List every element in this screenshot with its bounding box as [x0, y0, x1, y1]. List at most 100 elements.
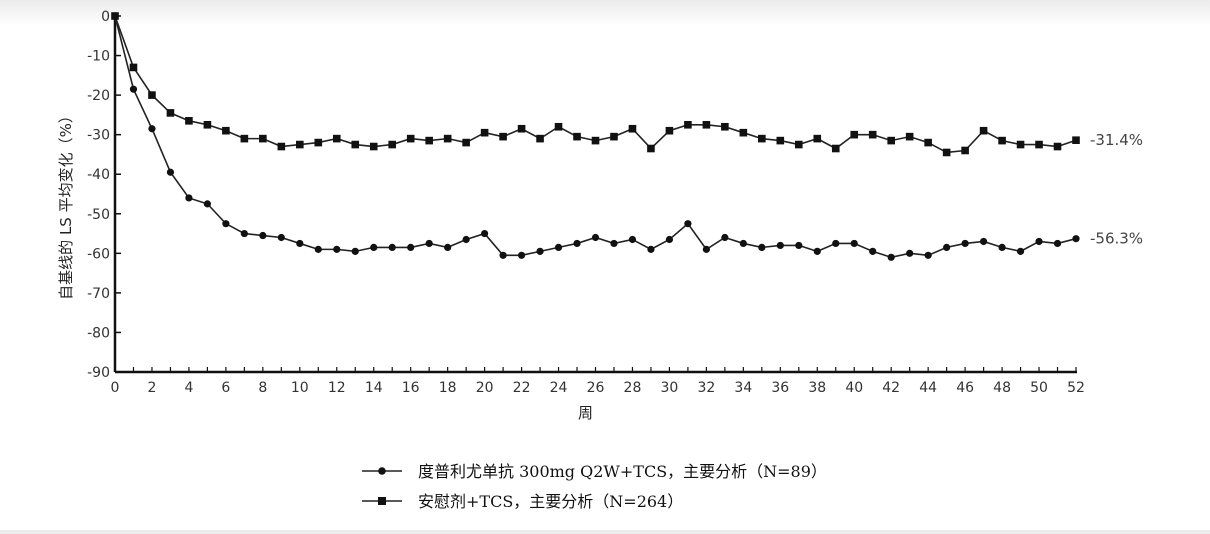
data-point: [203, 120, 212, 129]
end-value-label: -56.3%: [1090, 230, 1143, 248]
data-point: [443, 134, 452, 143]
data-point: [832, 239, 840, 248]
labels-layer: 周 自基线的 LS 平均变化（%） -56.3% -31.4%: [57, 108, 1143, 422]
y-tick-label: -70: [87, 286, 110, 302]
y-tick-label: -50: [87, 207, 110, 223]
data-point: [166, 109, 175, 117]
series-1: [111, 12, 1080, 261]
data-point: [998, 243, 1006, 251]
data-point: [998, 136, 1006, 145]
x-tick-label: 6: [221, 380, 230, 396]
data-point: [148, 91, 156, 99]
x-axis-title: 周: [578, 404, 593, 422]
data-point: [776, 136, 785, 145]
legend-item-1: 度普利尤单抗 300mg Q2W+TCS，主要分析（N=89）: [362, 462, 827, 481]
x-tick-label: 40: [845, 380, 863, 396]
data-point: [979, 126, 988, 135]
data-point: [1016, 140, 1025, 149]
x-tick-label: 34: [734, 380, 752, 396]
data-point: [905, 132, 914, 141]
data-point: [333, 245, 341, 253]
data-point: [906, 249, 914, 257]
data-point: [924, 138, 932, 147]
series-2: [111, 12, 1080, 157]
legend-item-2: 安慰剂+TCS，主要分析（N=264）: [362, 492, 683, 511]
y-axis-title: 自基线的 LS 平均变化（%）: [57, 108, 75, 300]
data-point: [517, 124, 526, 133]
x-tick-label: 32: [697, 380, 715, 396]
x-tick-label: 2: [148, 380, 157, 396]
data-point: [370, 243, 378, 251]
data-point: [296, 239, 304, 248]
data-point: [407, 243, 415, 251]
x-tick-label: 30: [661, 380, 679, 396]
data-point: [351, 247, 359, 255]
data-point: [388, 140, 397, 149]
data-point: [869, 247, 877, 255]
data-point: [942, 148, 951, 157]
series-line: [114, 15, 1077, 154]
data-point: [794, 140, 803, 149]
data-point: [1035, 140, 1043, 149]
x-tick-label: 52: [1067, 380, 1085, 396]
data-point: [1035, 237, 1043, 246]
axes: 0-10-20-30-40-50-60-70-80-900 2 4 6 8 10 12 14 1…: [87, 9, 1085, 396]
data-point: [591, 136, 600, 145]
data-point: [684, 120, 692, 129]
data-point: [943, 243, 951, 251]
data-point: [1072, 235, 1080, 243]
legend-square-marker: [378, 497, 386, 505]
data-point: [739, 239, 747, 248]
legend-label: 度普利尤单抗 300mg Q2W+TCS，主要分析（N=89）: [418, 462, 827, 481]
data-point: [813, 134, 822, 143]
data-point: [388, 243, 396, 251]
data-point: [222, 220, 230, 228]
y-tick-label: -10: [87, 49, 110, 65]
x-tick-label: 38: [808, 380, 826, 396]
x-tick-label: 4: [184, 380, 193, 396]
data-point: [591, 233, 600, 242]
data-point: [536, 134, 544, 143]
data-point: [499, 132, 507, 141]
data-point: [850, 239, 858, 248]
y-tick-label: -60: [87, 246, 110, 262]
data-point: [647, 144, 655, 153]
x-tick-label: 0: [111, 380, 120, 396]
data-point: [979, 237, 988, 246]
x-tick-label: 16: [402, 380, 420, 396]
data-point: [758, 134, 766, 143]
data-point: [868, 130, 877, 139]
x-tick-label: 48: [993, 380, 1011, 396]
data-point: [665, 126, 674, 135]
data-point: [277, 233, 285, 242]
data-point: [1072, 136, 1080, 145]
data-point: [166, 168, 175, 176]
data-point: [831, 144, 840, 153]
end-value-label: -31.4%: [1090, 131, 1143, 149]
legend: 度普利尤单抗 300mg Q2W+TCS，主要分析（N=89） 安慰剂+TCS，主…: [362, 462, 827, 511]
data-point: [610, 132, 618, 141]
data-point: [795, 241, 803, 250]
data-point: [684, 220, 692, 228]
y-tick-label: -80: [87, 325, 110, 341]
x-tick-label: 18: [439, 380, 457, 396]
data-point: [129, 85, 138, 93]
data-point: [536, 247, 544, 255]
data-point: [369, 142, 378, 151]
data-point: [111, 12, 119, 20]
data-point: [758, 243, 766, 251]
x-tick-label: 28: [624, 380, 642, 396]
data-point: [425, 239, 433, 248]
data-point: [887, 136, 895, 145]
data-point: [813, 247, 821, 255]
series-layer: [111, 12, 1080, 261]
data-point: [702, 245, 710, 253]
data-point: [240, 134, 249, 143]
data-point: [961, 146, 969, 155]
data-point: [573, 239, 581, 248]
data-point: [1053, 239, 1062, 248]
data-point: [573, 132, 581, 141]
data-point: [406, 134, 415, 143]
data-point: [314, 245, 322, 253]
